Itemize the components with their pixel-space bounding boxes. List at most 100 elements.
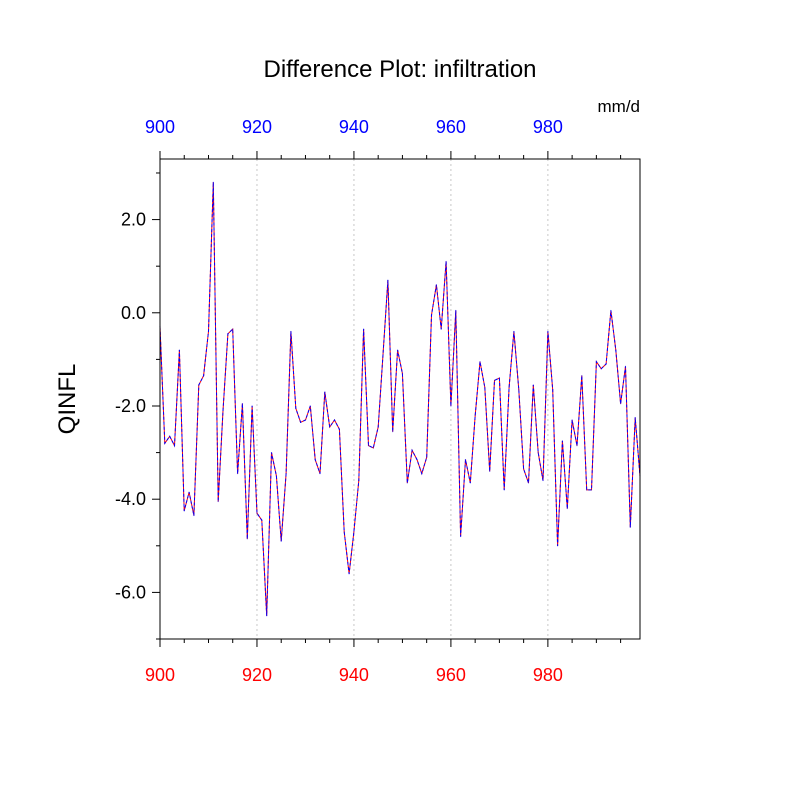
data-point [343,531,345,533]
data-point [256,512,258,514]
chart-title: Difference Plot: infiltration [263,56,536,83]
data-point [508,386,510,388]
data-point [227,333,229,335]
data-point [620,403,622,405]
data-point [164,442,166,444]
data-point [493,379,496,381]
data-point [595,361,597,363]
data-point [566,507,568,510]
data-point [426,456,428,458]
data-point [382,354,384,356]
y-tick-label: -6.0 [115,582,146,602]
y-tick-label: 2.0 [121,210,146,230]
data-point [232,328,234,330]
x-tick-label-top: 920 [242,117,272,137]
data-point [518,389,520,391]
data-point [503,489,505,491]
data-point [537,451,539,454]
data-point [629,526,631,528]
data-point [348,573,350,575]
data-point [309,405,311,407]
data-point [464,458,467,461]
data-point [387,279,389,281]
data-point [324,391,326,393]
data-point [489,470,491,472]
data-point [445,260,447,263]
data-point [300,421,302,423]
x-tick-label-bottom: 900 [145,665,175,685]
data-point [600,368,602,370]
data-point [586,489,588,491]
data-point [222,410,224,412]
data-point [198,384,200,386]
data-point [285,472,287,475]
data-point [479,361,481,363]
data-point [304,419,307,421]
data-point [498,377,500,379]
data-point [571,419,573,421]
data-point [333,419,336,421]
data-point [188,491,190,493]
x-tick-label-top: 980 [533,117,563,137]
data-point [193,514,195,517]
data-point [169,435,171,437]
y-tick-label: -2.0 [115,396,146,416]
data-point [581,375,583,377]
data-point [460,535,462,538]
series-line-difference-overlay [159,182,641,616]
data-point [430,314,433,316]
data-point [527,482,530,484]
data-point [624,365,627,367]
data-point [523,468,525,470]
data-point [270,451,273,454]
x-tick-label-bottom: 940 [339,665,369,685]
units-label: mm/d [598,97,641,116]
data-point [406,482,408,484]
data-point [421,472,423,475]
data-point [396,349,399,351]
x-tick-label-bottom: 920 [242,665,272,685]
data-point [212,181,214,183]
data-point [634,417,636,419]
data-point [484,386,486,388]
data-point [266,615,268,617]
x-tick-label-top: 940 [339,117,369,137]
x-tick-label-top: 900 [145,117,175,137]
plot-frame [159,158,641,640]
y-tick-label: -4.0 [115,489,146,509]
data-point [367,445,370,447]
data-point [314,458,316,461]
data-point [561,440,564,442]
y-axis-label: QINFL [54,364,81,435]
data-point [290,330,292,333]
data-point [236,472,239,475]
data-point [469,482,471,484]
data-point [280,540,282,542]
x-tick-label-top: 960 [436,117,466,137]
data-point [552,389,554,391]
data-point [513,330,515,333]
data-point [261,519,263,521]
data-point [615,349,617,351]
data-point [416,458,418,461]
data-point [173,445,176,447]
data-point [542,479,544,482]
data-point [372,447,374,449]
data-point [203,375,205,377]
data-point [435,284,437,286]
data-point [440,328,442,330]
data-point [605,363,607,365]
data-point [532,384,534,386]
data-point [450,405,452,407]
data-point [275,475,277,477]
data-point [338,428,340,430]
data-point [251,405,253,407]
data-point [178,349,180,351]
data-point [246,538,248,540]
data-point [319,472,321,475]
data-point [183,510,185,512]
x-tick-label-bottom: 960 [436,665,466,685]
data-point [556,545,559,547]
